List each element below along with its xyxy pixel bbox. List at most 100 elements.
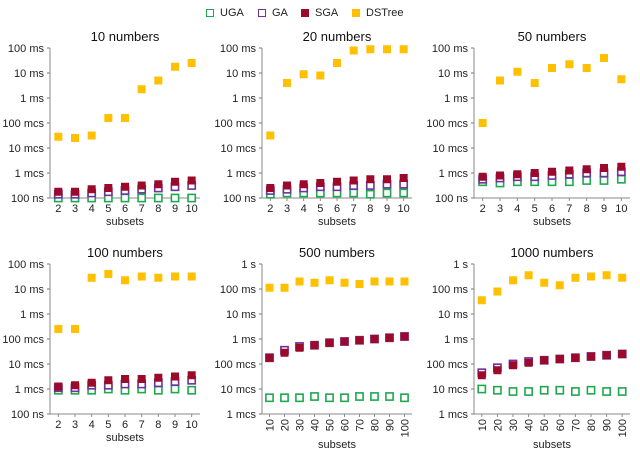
chart3-point-sga bbox=[513, 170, 522, 179]
chart1-xtick-label: 9 bbox=[172, 203, 178, 215]
chart1-xtick-label: 4 bbox=[89, 203, 95, 215]
chart3-ytick-label: 100 ms bbox=[432, 43, 469, 55]
chart2-point-sga bbox=[383, 175, 391, 184]
chart4-point-dstree bbox=[171, 272, 179, 281]
chart4-ytick-label: 10 mcs bbox=[9, 359, 45, 371]
chart3-point-dstree bbox=[513, 67, 522, 76]
chart2-point-sga bbox=[299, 180, 308, 189]
chart6-point-sga bbox=[540, 356, 549, 365]
chart6-xtick-label: 20 bbox=[492, 419, 504, 431]
chart4-point-sga bbox=[104, 376, 113, 385]
chart3-ytick-label: 1 mcs bbox=[439, 168, 469, 180]
chart6-point-dstree bbox=[587, 272, 595, 281]
chart1-title: 10 numbers bbox=[91, 29, 160, 44]
chart5-xtick-label: 10 bbox=[265, 419, 277, 431]
chart6-point-sga bbox=[618, 350, 627, 358]
chart5-xtick-label: 80 bbox=[370, 419, 382, 431]
chart2-ytick-label: 100 ms bbox=[220, 43, 257, 55]
chart1-point-dstree bbox=[121, 114, 129, 122]
chart5-point-dstree bbox=[295, 277, 304, 286]
chart4-title: 100 numbers bbox=[87, 245, 163, 260]
chart2-xtick-label: 4 bbox=[301, 203, 307, 215]
chart3-point-dstree bbox=[530, 79, 539, 87]
chart6-point-uga bbox=[524, 387, 533, 396]
chart1-point-uga bbox=[187, 193, 197, 203]
chart4-ytick-label: 1 ms bbox=[20, 309, 44, 321]
chart5-point-sga bbox=[310, 341, 319, 350]
chart2-point-dstree bbox=[399, 45, 408, 54]
chart6-point-sga bbox=[477, 371, 486, 380]
chart4-ytick-label: 100 ns bbox=[11, 409, 45, 421]
chart6-point-uga bbox=[555, 385, 565, 395]
chart6-point-uga bbox=[539, 385, 549, 395]
chart2-ytick-label: 1 mcs bbox=[227, 168, 257, 180]
chart1-point-dstree bbox=[171, 62, 179, 71]
chart5-point-uga bbox=[310, 392, 319, 401]
chart6-title: 1000 numbers bbox=[510, 245, 594, 260]
chart3-ytick-label: 10 ms bbox=[438, 68, 468, 80]
chart1-ytick-label: 10 mcs bbox=[9, 143, 45, 155]
chart5-ytick-label: 10 ms bbox=[226, 309, 256, 321]
chart6-ytick-label: 10 mcs bbox=[433, 384, 469, 396]
chart3-point-dstree bbox=[617, 75, 626, 84]
chart1-point-sga bbox=[87, 185, 96, 194]
chart3-point-sga bbox=[548, 167, 556, 176]
chart3-point-sga bbox=[582, 165, 591, 174]
chart5-point-uga bbox=[265, 393, 274, 403]
chart1-xtick-label: 5 bbox=[105, 203, 111, 215]
chart3-point-sga bbox=[617, 162, 626, 171]
chart1-point-dstree bbox=[71, 134, 79, 142]
chart2-point-sga bbox=[283, 181, 291, 190]
chart6-xtick-label: 60 bbox=[555, 419, 567, 431]
chart5-point-dstree bbox=[340, 278, 349, 287]
chart5-ytick-label: 1 ms bbox=[232, 334, 256, 346]
chart4-point-sga bbox=[121, 375, 129, 383]
chart2-point-dstree bbox=[333, 59, 341, 67]
chart4-xtick-label: 8 bbox=[155, 419, 161, 431]
chart1-point-dstree bbox=[87, 131, 96, 140]
chart2-title: 20 numbers bbox=[303, 29, 372, 44]
chart2-point-dstree bbox=[266, 131, 275, 140]
chart3-point-sga bbox=[565, 166, 574, 175]
chart4-ytick-label: 1 mcs bbox=[15, 384, 45, 396]
chart5-ytick-label: 1 mcs bbox=[227, 409, 257, 421]
chart6-xtick-label: 40 bbox=[524, 419, 536, 431]
chart1-point-sga bbox=[121, 182, 129, 191]
chart2-point-uga bbox=[382, 188, 392, 198]
chart6-xtick-label: 50 bbox=[539, 419, 551, 431]
chart2-point-dstree bbox=[316, 71, 325, 80]
chart1-point-dstree bbox=[187, 59, 196, 67]
chart3-ytick-label: 100 ns bbox=[435, 193, 469, 205]
chart2-point-dstree bbox=[366, 45, 375, 54]
chart5-point-uga bbox=[295, 393, 304, 403]
chart3-point-uga bbox=[616, 174, 626, 184]
chart4-xtick-label: 6 bbox=[122, 419, 128, 431]
chart3-xtick-label: 7 bbox=[566, 203, 572, 215]
chart3-point-dstree bbox=[582, 64, 591, 72]
chart2-xtick-label: 2 bbox=[267, 203, 273, 215]
chart4-point-sga bbox=[171, 372, 179, 381]
chart1-point-dstree bbox=[154, 76, 163, 85]
chart6-xtick-label: 80 bbox=[586, 419, 598, 431]
chart4-point-dstree bbox=[121, 276, 129, 285]
chart5-point-dstree bbox=[400, 277, 409, 286]
chart6-ytick-label: 100 mcs bbox=[426, 359, 468, 371]
chart5-point-uga bbox=[400, 393, 409, 403]
chart2-point-sga bbox=[399, 174, 408, 182]
chart3-xtick-label: 10 bbox=[615, 203, 627, 215]
chart1-xtick-label: 6 bbox=[122, 203, 128, 215]
legend-item-ga: GA bbox=[258, 7, 288, 19]
chart2-point-sga bbox=[316, 179, 325, 187]
chart6-point-dstree bbox=[509, 276, 517, 285]
chart2-point-dstree bbox=[349, 46, 358, 55]
chart1-point-sga bbox=[137, 181, 146, 190]
chart5-point-sga bbox=[325, 338, 334, 347]
legend-label-ga: GA bbox=[272, 7, 288, 19]
chart6-point-uga bbox=[570, 387, 580, 396]
chart1-ytick-label: 1 mcs bbox=[15, 168, 45, 180]
chart4-xtick-label: 9 bbox=[172, 419, 178, 431]
chart5-title: 500 numbers bbox=[299, 245, 375, 260]
chart6-point-uga bbox=[508, 387, 518, 396]
chart5-point-uga bbox=[370, 392, 379, 401]
chart2-point-uga bbox=[365, 189, 375, 199]
